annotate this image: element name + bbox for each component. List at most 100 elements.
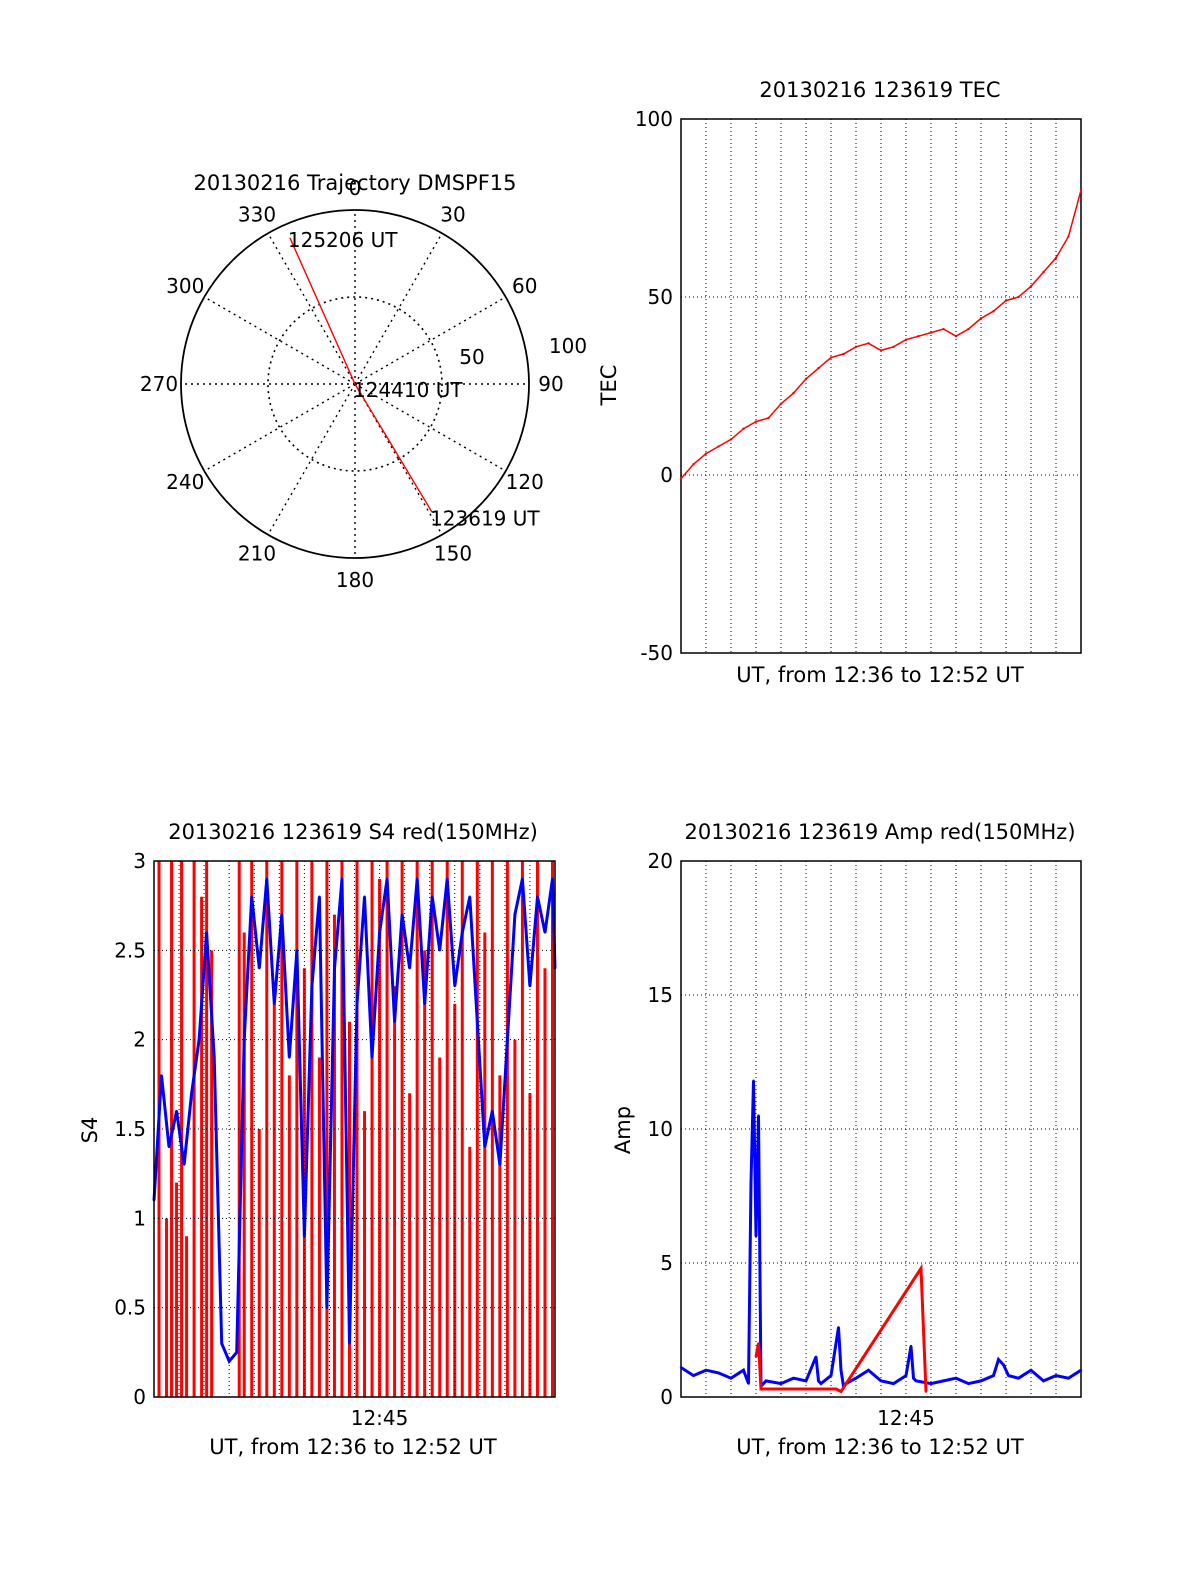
data-point xyxy=(1067,1377,1070,1380)
data-point xyxy=(175,1109,178,1113)
data-point xyxy=(767,416,770,420)
data-point xyxy=(814,1355,818,1359)
y-axis-label: S4 xyxy=(78,1117,102,1144)
polar-spoke xyxy=(354,232,443,385)
data-point xyxy=(892,1382,895,1385)
data-point xyxy=(212,1056,216,1059)
azimuth-tick-label: 90 xyxy=(538,372,563,396)
y-tick-label: 2.5 xyxy=(114,938,146,962)
data-point xyxy=(521,877,524,881)
data-line xyxy=(152,878,557,1365)
data-point xyxy=(506,1038,509,1041)
data-point xyxy=(220,1342,223,1345)
data-point xyxy=(453,984,456,988)
data-point xyxy=(904,1374,908,1377)
y-tick-label: 0 xyxy=(660,463,673,487)
data-point xyxy=(265,877,268,881)
data-point xyxy=(817,1379,820,1383)
tec-chart: 20130216 123619 TEC -50 0 50 100 UT, from 1… xyxy=(597,78,1083,687)
data-point xyxy=(754,420,758,423)
data-point xyxy=(273,1002,276,1006)
data-point xyxy=(205,931,208,934)
grid xyxy=(680,118,1082,654)
azimuth-tick-label: 180 xyxy=(336,568,374,592)
data-point xyxy=(235,1351,238,1354)
data-point xyxy=(160,1074,163,1077)
chart-title: 20130216 Trajectory DMSPF15 xyxy=(193,171,516,195)
y-tick-label: 50 xyxy=(648,285,673,309)
data-point xyxy=(759,1387,763,1391)
azimuth-tick-label: 60 xyxy=(512,274,537,298)
data-point xyxy=(839,1369,843,1372)
s4-chart: 20130216 123619 S4 red(150MHz) 0 0.5 1 1.5 2… xyxy=(78,820,557,1459)
data-point xyxy=(919,1267,923,1270)
data-point xyxy=(904,338,908,341)
data-point xyxy=(879,349,883,352)
data-point xyxy=(804,1379,808,1383)
data-point xyxy=(318,895,321,898)
polar-spoke xyxy=(203,296,356,385)
plot-frame xyxy=(680,118,1082,654)
data-point xyxy=(551,877,554,881)
data-point xyxy=(1002,1363,1005,1367)
data-point xyxy=(182,1163,186,1166)
trajectory-line xyxy=(289,237,433,513)
data-point xyxy=(288,1056,291,1059)
azimuth-tick-label: 240 xyxy=(166,470,204,494)
data-point xyxy=(742,1369,745,1372)
data-point xyxy=(197,1038,201,1041)
data-point xyxy=(423,1002,426,1006)
data-point xyxy=(854,1377,858,1380)
x-tick-label: 12:45 xyxy=(351,1406,409,1430)
data-point xyxy=(1042,270,1045,274)
y-axis-label: Amp xyxy=(611,1106,635,1154)
series xyxy=(679,1079,1083,1394)
data-point xyxy=(1054,256,1058,260)
data-point xyxy=(729,1377,733,1380)
data-point xyxy=(1029,1369,1033,1372)
data-point xyxy=(992,1374,995,1377)
data-point xyxy=(754,1235,758,1238)
data-point xyxy=(348,1342,351,1345)
data-point xyxy=(837,1326,840,1329)
azimuth-tick-label: 0 xyxy=(349,176,362,200)
polar-annotations: 125206 UT 124410 UT 123619 UT xyxy=(288,228,541,531)
data-point xyxy=(912,1377,915,1380)
data-point xyxy=(310,984,314,988)
y-tick-label: 0.5 xyxy=(114,1296,146,1320)
data-point xyxy=(929,331,933,334)
data-point xyxy=(258,967,261,970)
data-point xyxy=(295,949,299,952)
data-point xyxy=(491,1109,494,1113)
data-point xyxy=(954,334,958,338)
data-point xyxy=(679,477,683,480)
data-point xyxy=(250,895,253,898)
data-point xyxy=(340,877,344,881)
azimuth-tick-label: 150 xyxy=(434,542,472,566)
polar-spoke xyxy=(203,383,356,472)
data-point xyxy=(1042,1379,1045,1383)
data-point xyxy=(924,1390,928,1393)
data-point xyxy=(333,967,336,970)
data-point xyxy=(679,1366,683,1369)
polar-spoke xyxy=(354,383,443,536)
data-point xyxy=(854,345,858,349)
data-point xyxy=(742,427,745,430)
plot-frame xyxy=(680,860,1082,1398)
amp-chart: 20130216 123619 Amp red(150MHz) 0 5 10 15 20… xyxy=(611,820,1083,1459)
polar-spoke xyxy=(354,296,507,385)
data-point xyxy=(717,1371,720,1375)
data-point xyxy=(942,1379,945,1383)
data-point xyxy=(942,327,945,331)
data-point xyxy=(892,345,895,349)
data-point xyxy=(536,895,539,898)
data-point xyxy=(867,342,870,345)
data-point xyxy=(839,1390,843,1393)
polar-spoke xyxy=(267,232,356,385)
data-point xyxy=(749,1181,753,1184)
data-point xyxy=(929,1382,933,1385)
data-point xyxy=(764,1379,768,1383)
polar-grid xyxy=(180,209,530,559)
polar-tick-labels: 0 30 60 90 120 150 180 210 240 270 300 330 50 100 xyxy=(140,176,587,592)
